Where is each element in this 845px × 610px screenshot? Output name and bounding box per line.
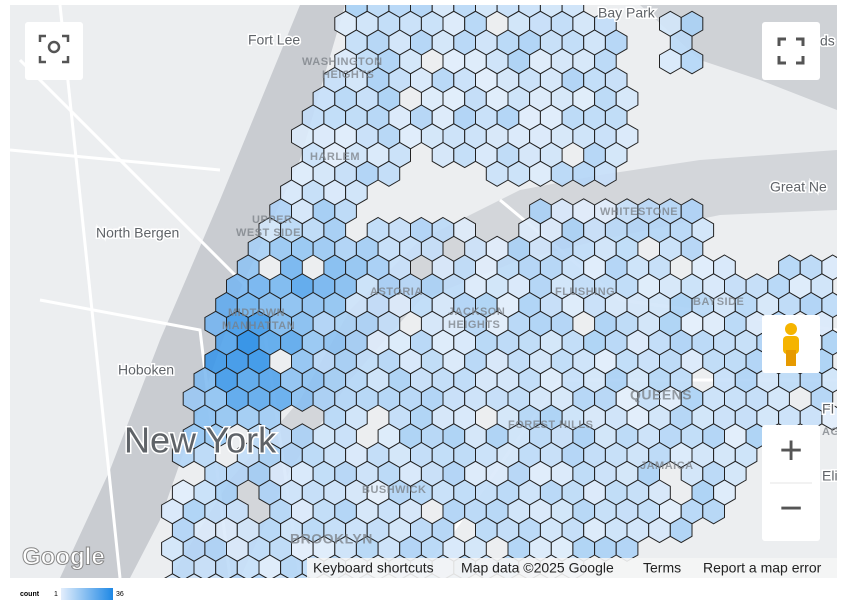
hex-cell	[185, 573, 203, 578]
place-label: Hoboken	[118, 362, 174, 378]
report-link[interactable]: Report a map error	[703, 560, 822, 576]
place-label: BROOKLYN	[290, 531, 373, 547]
hex-cell	[272, 573, 289, 578]
place-label: ASTORIA	[370, 286, 423, 298]
place-label: Eli	[822, 468, 838, 484]
place-label: UPPER	[252, 214, 292, 226]
hex-cell	[377, 160, 401, 187]
place-label: ds	[820, 33, 835, 49]
place-labels: Bay Park Fort Lee WASHINGTON HEIGHTS HAR…	[95, 5, 840, 547]
place-label: QUEENS	[630, 387, 692, 403]
map-data-text: Map data ©2025 Google	[461, 560, 614, 576]
place-label: Fort Lee	[248, 32, 300, 48]
place-label: JAMAICA	[640, 460, 694, 472]
place-label: HARLEM	[310, 151, 360, 163]
place-label: FOREST HILLS	[508, 419, 593, 431]
hexbin-layer	[161, 5, 837, 578]
place-label: Great Ne	[770, 179, 827, 195]
hex-cell	[293, 573, 311, 578]
attribution-bar	[307, 558, 837, 578]
legend-title: count	[20, 591, 40, 598]
place-label: Bay Park	[598, 5, 656, 21]
fullscreen-button[interactable]	[762, 22, 820, 80]
place-label: BUSHWICK	[362, 484, 427, 496]
legend-min: 1	[54, 591, 58, 598]
hex-cell	[821, 404, 837, 431]
place-label: BAYSIDE	[693, 296, 744, 308]
hex-cell	[702, 498, 725, 525]
legend-gradient	[61, 588, 113, 600]
place-label: New York	[124, 420, 277, 461]
place-label: FI	[822, 401, 834, 417]
zoom-in[interactable]: +	[779, 429, 802, 473]
hex-cell	[594, 160, 617, 187]
hex-cell	[228, 573, 246, 578]
hex-cell	[680, 48, 704, 75]
google-logo: Google	[22, 543, 105, 570]
place-label: WEST SIDE	[236, 227, 301, 239]
place-label: JACKSON	[448, 306, 505, 318]
place-label: FLUSHING	[555, 286, 615, 298]
place-label: MANHATTAN	[222, 320, 295, 332]
legend-max: 36	[116, 591, 124, 598]
place-label: WASHINGTON	[302, 56, 383, 68]
shortcuts-link[interactable]: Keyboard shortcuts	[313, 560, 434, 576]
geolocate-button[interactable]	[25, 22, 83, 80]
terms-link[interactable]: Terms	[643, 560, 681, 576]
map-canvas: Bay Park Fort Lee WASHINGTON HEIGHTS HAR…	[10, 5, 840, 578]
zoom-control: + −	[762, 425, 820, 541]
hudson-river	[60, 5, 345, 578]
legend: count 1 36	[20, 588, 124, 600]
place-label: North Bergen	[96, 225, 179, 241]
place-label: WHITESTONE	[600, 206, 678, 218]
place-label: HEIGHTS	[448, 319, 500, 331]
place-label: MIDTOWN	[228, 307, 285, 319]
hex-cell	[164, 573, 181, 578]
street-view-pegman[interactable]	[762, 315, 820, 373]
place-label: HEIGHTS	[322, 69, 374, 81]
zoom-out[interactable]: −	[779, 487, 802, 531]
hex-cell	[207, 573, 225, 578]
place-label: AG	[822, 426, 840, 438]
hex-cell	[250, 573, 268, 578]
hex-cell	[669, 516, 693, 544]
